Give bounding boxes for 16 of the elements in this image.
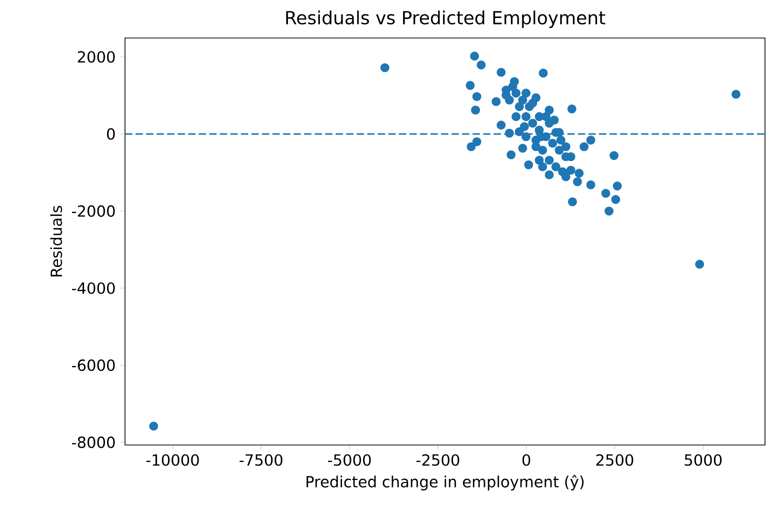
y-axis-title: Residuals xyxy=(50,206,62,276)
y-tick-label: 2000 xyxy=(78,51,115,63)
y-tick-label: -6000 xyxy=(72,359,115,372)
x-axis-title: Predicted change in employment (ŷ) xyxy=(306,474,584,490)
chart-title: Residuals vs Predicted Employment xyxy=(286,10,606,28)
y-tick-label: -8000 xyxy=(72,436,115,448)
x-tick-label: -2500 xyxy=(416,454,460,466)
x-tick-label: 2500 xyxy=(596,454,634,466)
x-tick-label: 0 xyxy=(522,454,530,466)
y-tick-label: -4000 xyxy=(72,282,115,294)
x-tick-label: 5000 xyxy=(684,454,722,466)
x-tick-label: -7500 xyxy=(240,454,282,466)
y-tick-label: -2000 xyxy=(72,205,115,217)
x-tick-label: -5000 xyxy=(328,454,371,466)
x-tick-label: -10000 xyxy=(146,454,199,466)
y-tick-label: 0 xyxy=(107,128,115,140)
